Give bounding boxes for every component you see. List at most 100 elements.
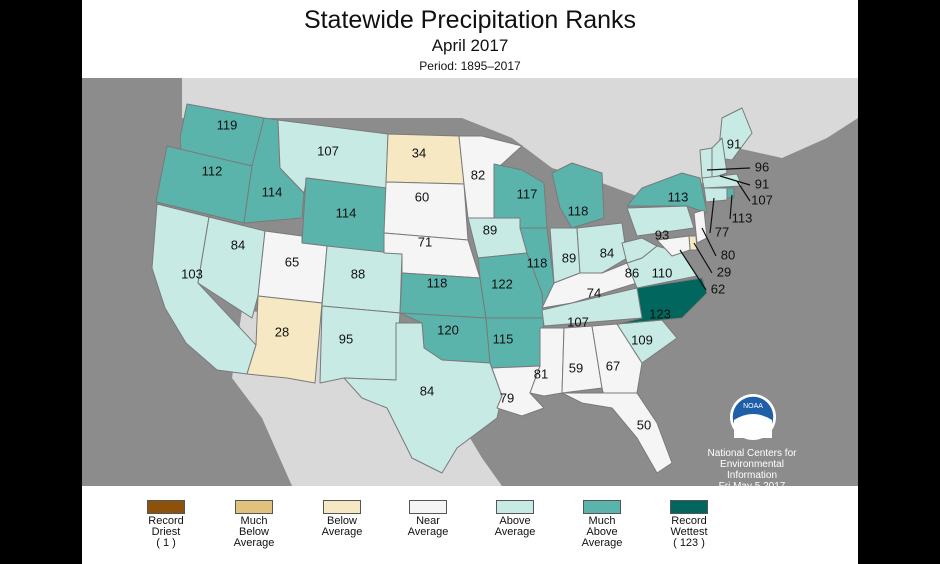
legend-label-line: Record (671, 515, 707, 527)
legend-label-line: Average (321, 526, 363, 538)
state-pa (626, 205, 695, 237)
rank-label-wi: 117 (517, 186, 538, 201)
state-ct (703, 187, 728, 203)
legend-label-line: Average (407, 526, 449, 538)
state-wv (621, 237, 658, 264)
rank-label-mn: 82 (471, 167, 485, 182)
ncei-line3: Information (726, 470, 778, 481)
rank-label-ga: 67 (606, 358, 620, 373)
rank-label-va: 110 (652, 265, 673, 280)
rank-label-ms: 81 (534, 366, 548, 381)
rank-label-ny: 113 (668, 189, 689, 204)
legend-label-line: Much (240, 515, 268, 527)
rank-label-ut: 65 (285, 254, 299, 269)
noaa-logo-text: NOAA (743, 403, 763, 410)
rank-label-ok: 120 (437, 322, 459, 337)
leader-line-de (693, 242, 713, 274)
rank-label-vt: 96 (755, 159, 769, 174)
legend-label-line: Below (239, 526, 269, 538)
rank-label-mt: 107 (317, 143, 339, 158)
rank-label-il: 118 (527, 255, 548, 270)
rank-label-fl: 50 (637, 417, 651, 432)
rank-label-az: 28 (275, 324, 289, 339)
state-mi (551, 162, 605, 229)
legend-swatch (409, 500, 447, 514)
legend-label: Below Average (298, 516, 386, 538)
rank-label-la: 79 (500, 390, 514, 405)
legend: Record Driest( 1 ) Much Below Average Below Av… (82, 486, 858, 564)
state-fl (561, 392, 673, 474)
state-ny (626, 172, 708, 214)
leader-line-vt (706, 167, 751, 171)
rank-label-de: 29 (717, 264, 731, 279)
legend-swatch (583, 500, 621, 514)
rank-label-wy: 114 (336, 205, 357, 220)
map-subtitle: April 2017 (431, 36, 509, 55)
legend-label: Much Below Average (210, 516, 298, 549)
rank-label-tx: 84 (420, 383, 434, 398)
leader-line-nj (701, 227, 717, 257)
legend-label: Above Average (471, 516, 559, 538)
legend-item-above: Above Average (471, 500, 559, 538)
rank-label-sd: 60 (415, 189, 429, 204)
legend-swatch (235, 500, 273, 514)
state-az (246, 295, 323, 384)
rank-label-al: 59 (569, 360, 583, 375)
rank-label-ma: 107 (751, 192, 773, 207)
state-nv (197, 216, 266, 319)
rank-label-ri: 113 (732, 210, 753, 225)
leader-line-ma (736, 180, 751, 202)
state-ia (467, 217, 528, 259)
legend-swatch (147, 500, 185, 514)
rank-label-nc: 123 (649, 306, 671, 321)
legend-label: Record Driest( 1 ) (122, 516, 210, 549)
rank-label-ca: 103 (181, 266, 203, 281)
rank-label-ne: 71 (418, 234, 432, 249)
legend-label-line: ( 1 ) (156, 537, 176, 549)
rank-label-oh: 84 (600, 245, 614, 260)
legend-item-below: Below Average (298, 500, 386, 538)
rank-label-ar: 115 (493, 331, 514, 346)
rank-label-me: 91 (727, 136, 741, 151)
rank-label-ct: 77 (715, 224, 729, 239)
legend-label: Near Average (384, 516, 472, 538)
legend-label-line: Driest (151, 526, 181, 538)
rank-label-ky: 74 (587, 285, 601, 300)
leader-line-ri (729, 194, 733, 220)
legend-label-line: Wettest (670, 526, 708, 538)
ncei-line2: Environmental (720, 459, 784, 470)
legend-swatch (670, 500, 708, 514)
noaa-logo-icon: NOAA (730, 394, 776, 440)
legend-swatch (496, 500, 534, 514)
rank-label-id: 114 (262, 184, 283, 199)
rank-label-ks: 118 (427, 275, 448, 290)
legend-label-line: Average (494, 526, 536, 538)
state-ri (726, 187, 735, 199)
state-tx (343, 322, 503, 474)
rank-label-mi: 118 (568, 203, 589, 218)
rank-label-sc: 109 (631, 332, 653, 347)
rank-label-or: 112 (202, 163, 223, 178)
rank-label-nm: 95 (339, 331, 353, 346)
legend-label-line: Average (581, 537, 623, 549)
rank-label-pa: 93 (655, 227, 669, 242)
canada (82, 78, 858, 198)
legend-item-much-below: Much Below Average (210, 500, 298, 549)
us-map: 119 112 103 84 114 107 114 65 28 88 95 34 60 71 118 120… (82, 78, 858, 486)
leader-line-md (679, 249, 707, 291)
leader-line-nh (719, 175, 751, 186)
legend-label-line: Record (148, 515, 184, 527)
state-nm (319, 305, 401, 384)
legend-label: Much Above Average (558, 516, 646, 549)
state-ma (701, 173, 743, 189)
legend-label-line: ( 123 ) (673, 537, 705, 549)
rank-label-nv: 84 (231, 237, 245, 252)
rank-label-wa: 119 (217, 117, 238, 132)
legend-item-record-driest: Record Driest( 1 ) (122, 500, 210, 549)
rank-label-mo: 122 (491, 276, 513, 291)
rank-label-nh: 91 (755, 176, 769, 191)
legend-label: Record Wettest( 123 ) (645, 516, 733, 549)
legend-item-record-wettest: Record Wettest( 123 ) (645, 500, 733, 549)
rank-label-md: 62 (711, 281, 725, 296)
state-nc (616, 277, 708, 325)
